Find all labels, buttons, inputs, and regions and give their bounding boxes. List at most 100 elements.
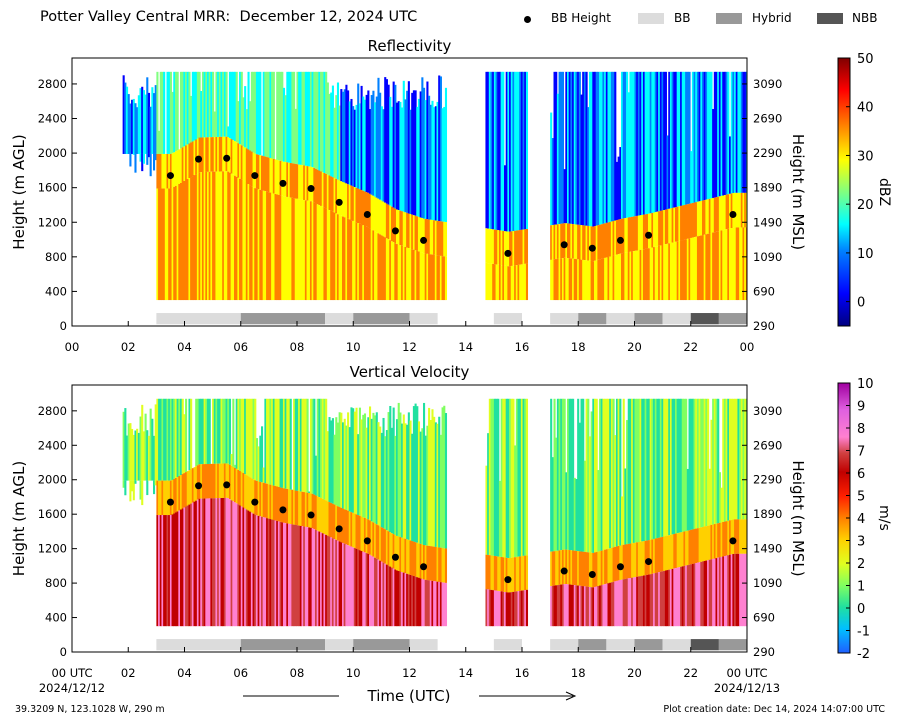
bb-height-point xyxy=(616,236,624,244)
bb-height-point xyxy=(335,198,343,206)
colorbar-tick-label: -1 xyxy=(857,625,870,640)
colorbar-tick-label: -2 xyxy=(857,647,870,662)
y-right-tick-label: 3090 xyxy=(753,404,782,418)
x-tick-label: 06 xyxy=(233,666,248,680)
y-right-tick-label: 690 xyxy=(753,611,775,625)
x-tick-label: 08 xyxy=(290,340,305,354)
x-start-date: 2024/12/12 xyxy=(39,681,105,695)
bb-height-point xyxy=(391,227,399,235)
colorbar-tick-label: 20 xyxy=(857,198,874,213)
colorbar-label: m/s xyxy=(876,505,892,531)
bb-type-bar xyxy=(550,639,579,651)
bb-height-point xyxy=(588,570,596,578)
y-right-tick-label: 690 xyxy=(753,284,775,298)
y-right-tick-label: 1090 xyxy=(753,576,782,590)
colorbar-tick-label: 50 xyxy=(857,52,874,67)
colorbar-tick-label: 8 xyxy=(857,422,865,437)
bb-type-bar xyxy=(578,313,607,325)
y-tick-label: 2400 xyxy=(38,112,67,126)
y-tick-label: 1200 xyxy=(38,542,67,556)
bb-height-point xyxy=(195,482,203,490)
bb-type-bar xyxy=(550,313,579,325)
bb-type-bar xyxy=(325,639,354,651)
y-right-tick-label: 2290 xyxy=(753,146,782,160)
bb-type-bar xyxy=(156,313,241,325)
bb-height-point xyxy=(560,241,568,249)
bb-type-bar xyxy=(578,639,607,651)
legend: BB Height BB Hybrid NBB xyxy=(0,0,900,30)
bb-height-point xyxy=(391,553,399,561)
y-right-axis-label: Height (m MSL) xyxy=(789,134,807,250)
colorbar-tick-label: 10 xyxy=(857,377,874,392)
y-tick-label: 1600 xyxy=(38,181,67,195)
bb-type-bar xyxy=(240,313,326,325)
y-tick-label: 800 xyxy=(45,576,67,590)
y-tick-label: 1600 xyxy=(38,507,67,521)
legend-hybrid-swatch xyxy=(716,13,742,24)
x-tick-label: 12 xyxy=(402,340,417,354)
bb-height-point xyxy=(251,172,259,180)
x-tick-label: 00 UTC xyxy=(51,666,92,680)
legend-nbb-label: NBB xyxy=(852,11,878,25)
colorbar-tick-label: 0 xyxy=(857,296,865,311)
colorbar-tick-label: 5 xyxy=(857,490,865,505)
y-right-tick-label: 290 xyxy=(753,319,775,333)
x-tick-label: 02 xyxy=(121,666,136,680)
y-tick-label: 400 xyxy=(45,611,67,625)
colorbar-tick-label: 7 xyxy=(857,445,865,460)
x-tick-label: 20 xyxy=(627,666,642,680)
colorbar-tick-label: 4 xyxy=(857,512,865,527)
x-tick-label: 06 xyxy=(233,340,248,354)
y-right-tick-label: 3090 xyxy=(753,77,782,91)
bb-type-bar xyxy=(634,639,663,651)
reflectivity-field xyxy=(122,71,747,325)
velocity-field xyxy=(122,398,747,651)
y-right-axis-label: Height (m MSL) xyxy=(789,460,807,576)
x-tick-label: 00 UTC xyxy=(726,666,767,680)
x-tick-label: 14 xyxy=(458,340,473,354)
y-axis-label: Height (m AGL) xyxy=(10,461,28,576)
bb-height-point xyxy=(504,576,512,584)
bb-height-point xyxy=(420,236,428,244)
bb-height-point xyxy=(420,563,428,571)
x-tick-label: 22 xyxy=(683,666,698,680)
x-tick-label: 10 xyxy=(346,666,361,680)
y-tick-label: 800 xyxy=(45,250,67,264)
panel-title: Vertical Velocity xyxy=(350,363,470,381)
bb-type-bar xyxy=(240,639,326,651)
bb-type-bar xyxy=(690,639,719,651)
legend-hybrid-label: Hybrid xyxy=(752,11,792,25)
x-tick-label: 00 xyxy=(65,340,80,354)
colorbar-tick-label: 3 xyxy=(857,535,865,550)
legend-bb-label: BB xyxy=(674,11,691,25)
bb-height-point xyxy=(560,567,568,575)
bb-type-bar xyxy=(690,313,719,325)
x-tick-label: 20 xyxy=(627,340,642,354)
colorbar xyxy=(837,57,851,327)
bb-height-point xyxy=(729,210,737,218)
colorbar-tick-label: 1 xyxy=(857,580,865,595)
bb-type-bar xyxy=(156,639,241,651)
x-tick-label: 18 xyxy=(571,666,586,680)
y-tick-label: 2400 xyxy=(38,438,67,452)
x-tick-label: 22 xyxy=(683,340,698,354)
bb-type-bar xyxy=(634,313,663,325)
y-right-tick-label: 1090 xyxy=(753,250,782,264)
bb-type-bar xyxy=(493,313,522,325)
x-tick-label: 08 xyxy=(290,666,305,680)
y-tick-label: 0 xyxy=(60,645,67,659)
x-tick-label: 16 xyxy=(515,340,530,354)
bb-height-point xyxy=(251,498,259,506)
y-tick-label: 0 xyxy=(60,319,67,333)
bb-height-point xyxy=(588,244,596,252)
colorbar-tick-label: 2 xyxy=(857,557,865,572)
footer-created: Plot creation date: Dec 14, 2024 14:07:0… xyxy=(663,704,885,715)
bb-height-point xyxy=(504,249,512,257)
bb-height-point xyxy=(195,155,203,163)
bb-type-bar xyxy=(662,639,691,651)
bb-height-point xyxy=(645,231,653,239)
panel-title: Reflectivity xyxy=(368,37,452,55)
x-tick-label: 00 xyxy=(740,340,755,354)
bb-height-point xyxy=(307,511,315,519)
